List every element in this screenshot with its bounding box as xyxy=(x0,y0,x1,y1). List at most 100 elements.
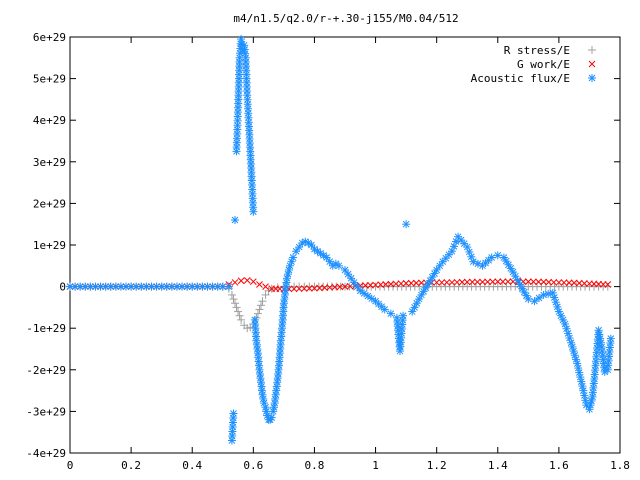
data-point xyxy=(231,216,239,225)
y-tick-label: -1e+29 xyxy=(26,322,66,335)
data-point xyxy=(336,283,344,291)
data-point xyxy=(344,270,353,279)
data-point xyxy=(289,253,298,262)
data-point xyxy=(256,301,265,310)
data-point xyxy=(111,282,120,291)
data-point xyxy=(415,295,424,304)
data-point xyxy=(524,278,532,285)
data-point xyxy=(198,282,207,291)
data-point xyxy=(147,282,156,291)
legend-label: G work/E xyxy=(517,58,570,71)
data-point xyxy=(127,282,136,291)
data-point xyxy=(535,294,544,303)
data-point xyxy=(386,309,395,318)
x-tick-label: 0.2 xyxy=(121,459,141,472)
data-point xyxy=(237,315,246,324)
data-point xyxy=(575,368,584,377)
y-tick-label: 3e+29 xyxy=(33,156,66,169)
data-point xyxy=(307,241,316,249)
data-point xyxy=(321,284,328,292)
data-point xyxy=(382,281,390,288)
data-point xyxy=(270,399,279,408)
data-point xyxy=(412,299,421,308)
x-tick-label: 1.4 xyxy=(488,459,508,472)
data-point xyxy=(402,220,411,229)
data-point xyxy=(240,45,249,54)
data-point xyxy=(596,334,605,343)
data-point xyxy=(232,303,241,312)
data-point xyxy=(231,299,239,308)
data-point xyxy=(257,382,266,391)
data-point xyxy=(331,283,339,291)
data-point xyxy=(412,279,420,287)
data-point xyxy=(367,281,374,289)
data-point xyxy=(524,295,533,304)
data-point xyxy=(231,279,239,286)
data-point xyxy=(509,268,518,277)
data-point xyxy=(604,281,612,288)
plot-frame xyxy=(69,36,621,454)
data-point xyxy=(271,390,280,399)
legend-marker xyxy=(588,60,596,68)
data-point xyxy=(272,382,281,391)
data-point xyxy=(530,297,539,306)
data-point xyxy=(479,278,486,286)
data-point xyxy=(271,394,280,403)
data-point xyxy=(319,251,328,260)
y-tick-label: 5e+29 xyxy=(33,73,66,86)
data-point xyxy=(334,261,343,270)
data-point xyxy=(438,279,446,286)
data-point xyxy=(468,278,476,286)
data-point xyxy=(392,280,400,288)
data-point xyxy=(575,279,583,287)
x-tick-label: 1 xyxy=(372,459,379,472)
data-point xyxy=(545,278,553,286)
data-point xyxy=(530,278,537,286)
data-point xyxy=(433,279,441,286)
chart-title: m4/n1.5/q2.0/r-+.30-j155/M0.04/512 xyxy=(233,12,458,25)
legend-label: Acoustic flux/E xyxy=(471,72,570,85)
data-point xyxy=(399,311,408,320)
data-point xyxy=(520,288,529,297)
data-point xyxy=(229,295,238,304)
data-point xyxy=(243,277,251,284)
data-point xyxy=(598,351,607,360)
data-marks xyxy=(66,35,615,445)
data-point xyxy=(555,279,563,286)
data-point xyxy=(253,309,262,318)
data-point xyxy=(272,386,281,395)
data-point xyxy=(172,282,181,291)
data-point xyxy=(255,305,264,314)
data-point xyxy=(257,386,266,395)
data-point xyxy=(224,282,233,291)
y-tick-label: -2e+29 xyxy=(26,364,66,377)
data-point xyxy=(410,303,419,312)
data-point xyxy=(311,284,318,292)
data-point xyxy=(474,278,481,286)
x-tick-label: 0.4 xyxy=(182,459,202,472)
data-point xyxy=(281,286,290,295)
x-tick-label: 0.8 xyxy=(305,459,325,472)
data-point xyxy=(255,369,264,378)
data-point xyxy=(240,41,249,50)
data-point xyxy=(241,49,250,58)
data-point xyxy=(513,276,522,285)
data-point xyxy=(106,282,115,291)
data-point xyxy=(282,278,291,287)
data-point xyxy=(560,279,568,286)
data-point xyxy=(402,279,410,287)
data-point xyxy=(295,243,304,252)
y-tick-label: -3e+29 xyxy=(26,405,66,418)
data-point xyxy=(96,282,105,291)
data-point xyxy=(326,284,334,291)
data-point xyxy=(249,207,258,216)
data-point xyxy=(279,299,288,308)
data-point xyxy=(280,290,289,299)
data-point xyxy=(356,286,365,295)
data-point xyxy=(255,365,264,374)
data-point xyxy=(295,285,303,293)
data-point xyxy=(484,278,491,286)
data-point xyxy=(188,282,197,291)
y-tick-label: 6e+29 xyxy=(33,31,66,44)
